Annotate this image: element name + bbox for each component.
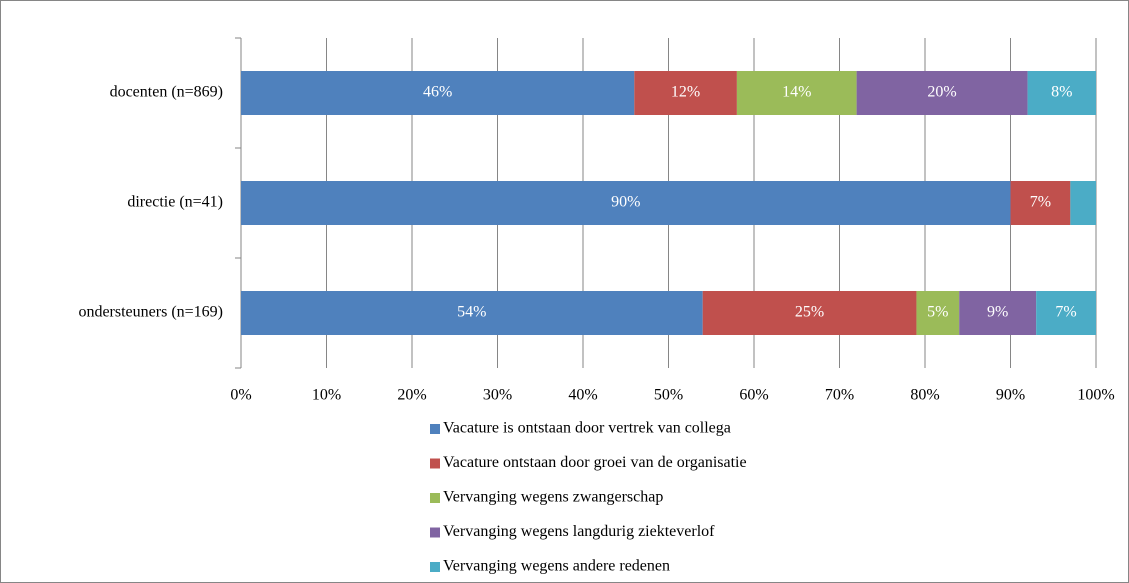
- data-label: 5%: [927, 304, 948, 321]
- data-label: 90%: [611, 194, 640, 211]
- legend-swatch: [430, 493, 440, 503]
- x-tick-label: 10%: [312, 387, 341, 404]
- legend-swatch: [430, 562, 440, 572]
- legend-swatch: [430, 527, 440, 538]
- bar-segment: [634, 71, 737, 115]
- bar-segment: [1010, 181, 1071, 225]
- data-label: 54%: [457, 304, 486, 321]
- legend-swatch: [430, 458, 440, 469]
- legend-swatch: [430, 424, 440, 434]
- bar-segment: [241, 71, 635, 115]
- bar-segment: [1036, 291, 1096, 335]
- x-tick-label: 0%: [230, 387, 251, 404]
- bar-segment: [241, 181, 1011, 225]
- x-tick-label: 20%: [397, 387, 426, 404]
- bar-segment: [736, 71, 857, 115]
- y-tick-label: directie (n=41): [127, 194, 223, 211]
- legend-label: Vervanging wegens zwangerschap: [443, 489, 663, 506]
- x-tick-label: 30%: [483, 387, 512, 404]
- x-tick-label: 60%: [739, 387, 768, 404]
- data-label: 46%: [423, 84, 452, 101]
- data-label: 7%: [1055, 304, 1076, 321]
- data-label: 9%: [987, 304, 1008, 321]
- data-label: 25%: [795, 304, 824, 321]
- bar-segment: [959, 291, 1037, 335]
- x-tick-label: 80%: [910, 387, 939, 404]
- y-tick-label: docenten (n=869): [110, 84, 223, 101]
- legend-label: Vervanging wegens langdurig ziekteverlof: [443, 523, 715, 540]
- legend-label: Vervanging wegens andere redenen: [443, 558, 670, 575]
- data-label: 7%: [1030, 194, 1051, 211]
- bar-segment: [1070, 181, 1096, 225]
- bar-segment: [241, 291, 703, 335]
- bar-segment: [1027, 71, 1096, 115]
- x-tick-label: 90%: [996, 387, 1025, 404]
- legend-label: Vacature ontstaan door groei van de orga…: [443, 454, 747, 471]
- x-tick-label: 70%: [825, 387, 854, 404]
- data-label: 8%: [1051, 84, 1072, 101]
- x-tick-label: 50%: [654, 387, 683, 404]
- data-label: 14%: [782, 84, 811, 101]
- y-tick-label: ondersteuners (n=169): [78, 304, 223, 321]
- data-label: 12%: [671, 84, 700, 101]
- bar-segment: [856, 71, 1028, 115]
- x-tick-label: 40%: [568, 387, 597, 404]
- bar-segment: [702, 291, 917, 335]
- legend-label: Vacature is ontstaan door vertrek van co…: [443, 420, 731, 437]
- x-tick-label: 100%: [1077, 387, 1114, 404]
- data-label: 20%: [927, 84, 956, 101]
- bar-segment: [916, 291, 960, 335]
